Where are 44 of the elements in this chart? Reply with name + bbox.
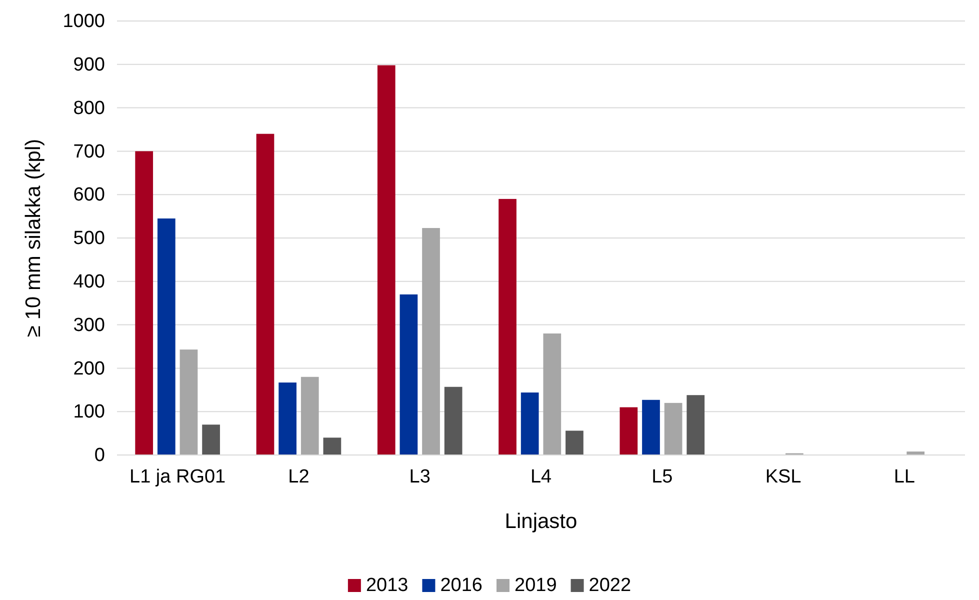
bar <box>256 134 274 455</box>
bar <box>620 407 638 455</box>
bar <box>520 392 539 455</box>
bar <box>642 400 660 455</box>
x-tick-label: L2 <box>288 466 310 488</box>
y-tick-label: 0 <box>94 445 105 466</box>
bar <box>202 424 220 455</box>
y-tick-label: 900 <box>73 54 105 76</box>
bar <box>135 151 154 455</box>
y-tick-label: 700 <box>73 141 105 162</box>
x-tick-label: KSL <box>765 466 802 488</box>
x-tick-label: L4 <box>530 466 552 488</box>
legend-label: 2019 <box>514 575 557 596</box>
bar <box>157 218 176 455</box>
y-tick-label: 300 <box>73 314 105 336</box>
bar <box>278 382 296 455</box>
legend-label: 2016 <box>440 575 482 596</box>
bar <box>400 294 418 455</box>
x-tick-label: L3 <box>409 466 430 488</box>
y-tick-label: 600 <box>73 184 105 206</box>
x-tick-label: L1 ja RG01 <box>130 466 226 488</box>
bar <box>498 198 516 455</box>
bar <box>377 65 396 455</box>
bar <box>664 402 682 455</box>
bar <box>543 333 562 455</box>
bar <box>300 376 319 455</box>
y-tick-label: 400 <box>73 271 105 292</box>
bar <box>686 395 705 455</box>
legend-label: 2022 <box>588 575 632 596</box>
y-tick-label: 500 <box>73 228 105 250</box>
x-tick-label: LL <box>894 466 915 488</box>
legend-label: 2013 <box>366 575 408 596</box>
bar <box>566 430 584 455</box>
y-axis-title: ≥ 10 mm silakka (kpl) <box>22 138 45 338</box>
bar <box>422 228 440 455</box>
x-tick-label: L5 <box>652 466 673 488</box>
y-tick-label: 100 <box>73 402 105 423</box>
y-tick-label: 200 <box>73 358 105 380</box>
bar <box>180 350 198 455</box>
bar <box>323 438 342 455</box>
x-axis-title: Linjasto <box>504 510 578 533</box>
bar <box>444 386 462 455</box>
y-tick-label: 1000 <box>62 11 105 32</box>
y-tick-label: 800 <box>73 98 105 119</box>
